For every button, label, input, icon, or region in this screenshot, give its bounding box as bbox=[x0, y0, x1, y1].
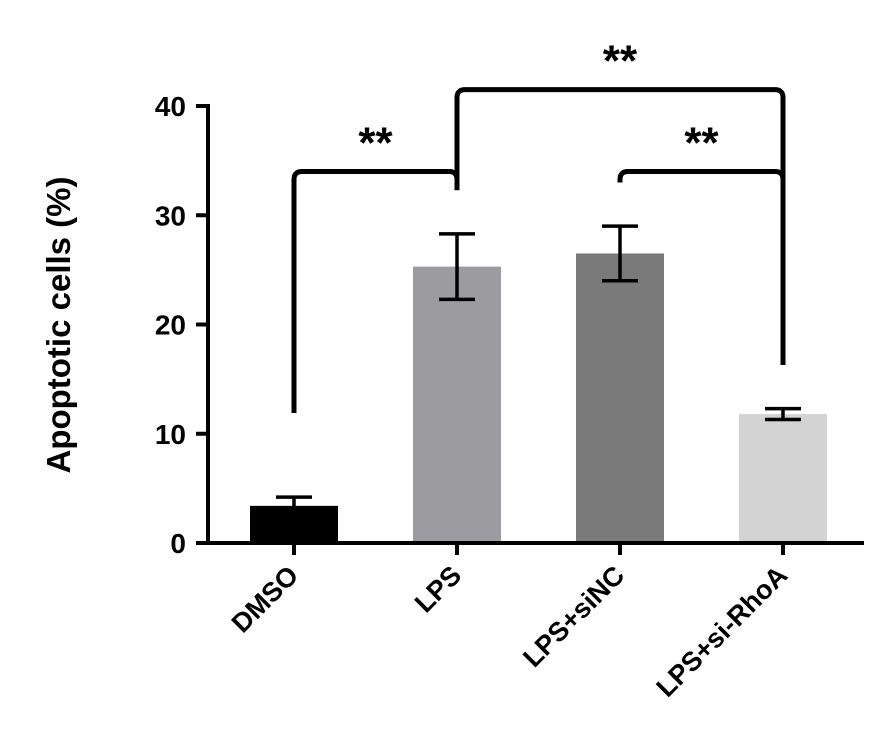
significance-label: ** bbox=[603, 37, 638, 86]
significance-bracket: ** bbox=[617, 119, 786, 365]
bars-layer bbox=[250, 253, 827, 544]
x-tick-label-lps-sinc: LPS+siNC bbox=[517, 560, 630, 673]
x-ticks-layer: DMSO LPS LPS+siNC LPS+si-RhoA bbox=[226, 543, 793, 703]
bar-lps-si-rhoa bbox=[739, 414, 827, 543]
significance-layer: ** ** ** bbox=[291, 37, 786, 413]
y-tick-label: 20 bbox=[155, 310, 186, 341]
significance-bracket-line bbox=[454, 87, 786, 365]
bar-lps bbox=[413, 266, 501, 543]
y-tick-label: 10 bbox=[155, 419, 186, 450]
y-axis-label: Apoptotic cells (%) bbox=[40, 176, 77, 473]
y-tick-label: 40 bbox=[155, 91, 186, 122]
y-ticks-layer: 0 10 20 30 40 bbox=[155, 91, 208, 559]
significance-label: ** bbox=[684, 119, 719, 168]
bar-lps-sinc bbox=[576, 253, 664, 544]
x-tick-label-dmso: DMSO bbox=[226, 560, 304, 638]
error-bar-lps bbox=[439, 232, 475, 302]
significance-label: ** bbox=[358, 119, 393, 168]
x-tick-label-lps: LPS bbox=[409, 560, 467, 618]
significance-bracket-line bbox=[617, 169, 786, 365]
error-bars-layer bbox=[276, 224, 801, 517]
x-tick-label-lps-si-rhoa: LPS+si-RhoA bbox=[651, 560, 794, 703]
error-bar-lps-si-rhoa bbox=[765, 406, 801, 422]
error-bar-dmso bbox=[276, 495, 312, 517]
y-tick-label: 30 bbox=[155, 200, 186, 231]
significance-bracket: ** bbox=[454, 37, 786, 365]
error-bar-lps-sinc bbox=[602, 224, 638, 283]
y-tick-label: 0 bbox=[170, 528, 186, 559]
